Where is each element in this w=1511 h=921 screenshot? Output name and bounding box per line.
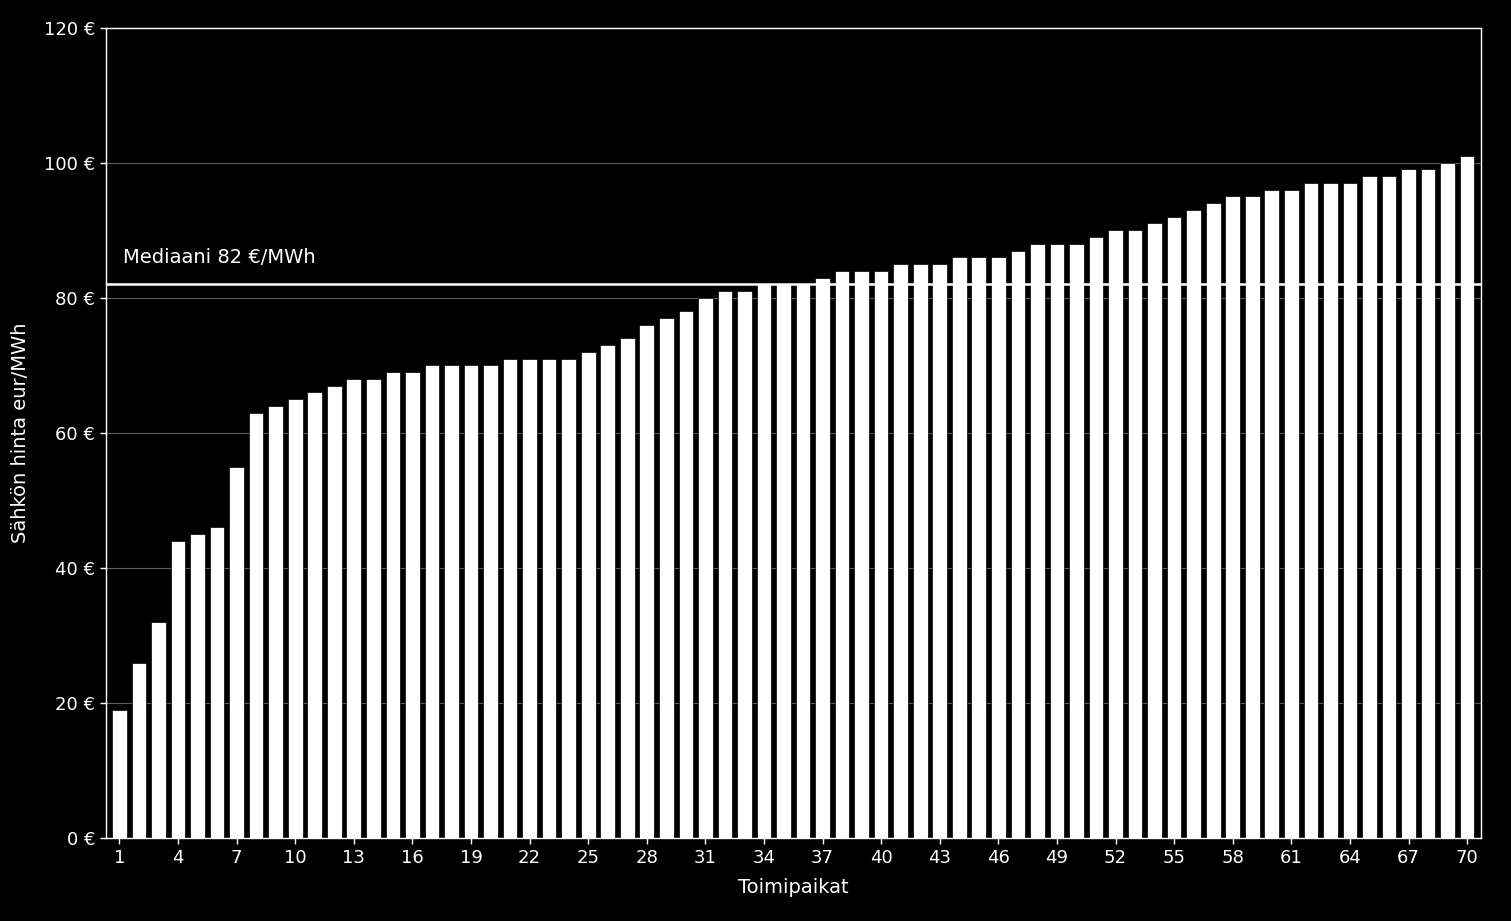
Bar	[542, 358, 556, 838]
Bar	[307, 392, 322, 838]
Bar	[269, 406, 283, 838]
Y-axis label: Sähkön hinta eur/MWh: Sähkön hinta eur/MWh	[11, 322, 30, 543]
Bar	[854, 271, 869, 838]
Bar	[1245, 196, 1260, 838]
Bar	[639, 325, 654, 838]
Bar	[580, 352, 595, 838]
Bar	[991, 257, 1006, 838]
Bar	[893, 264, 908, 838]
Bar	[1343, 183, 1357, 838]
Bar	[1050, 244, 1064, 838]
Bar	[503, 358, 517, 838]
Bar	[289, 399, 302, 838]
Bar	[171, 541, 186, 838]
Bar	[1166, 216, 1182, 838]
Bar	[659, 318, 674, 838]
Bar	[1147, 224, 1162, 838]
Bar	[1031, 244, 1044, 838]
X-axis label: Toimipaikat: Toimipaikat	[737, 878, 849, 897]
Bar	[1304, 183, 1318, 838]
Bar	[112, 710, 127, 838]
Bar	[737, 291, 752, 838]
Bar	[1381, 176, 1396, 838]
Bar	[1011, 251, 1024, 838]
Bar	[1361, 176, 1377, 838]
Bar	[326, 386, 341, 838]
Bar	[816, 277, 830, 838]
Bar	[366, 379, 381, 838]
Bar	[249, 413, 263, 838]
Bar	[757, 285, 771, 838]
Bar	[1440, 163, 1455, 838]
Bar	[620, 338, 635, 838]
Bar	[1070, 244, 1083, 838]
Bar	[1460, 156, 1475, 838]
Bar	[913, 264, 928, 838]
Bar	[1127, 230, 1142, 838]
Bar	[718, 291, 733, 838]
Bar	[873, 271, 888, 838]
Bar	[1265, 190, 1280, 838]
Bar	[562, 358, 576, 838]
Bar	[210, 528, 225, 838]
Bar	[972, 257, 987, 838]
Bar	[678, 311, 694, 838]
Bar	[952, 257, 967, 838]
Bar	[444, 366, 459, 838]
Bar	[425, 366, 440, 838]
Bar	[1420, 169, 1435, 838]
Bar	[151, 622, 166, 838]
Bar	[1089, 237, 1103, 838]
Bar	[1284, 190, 1298, 838]
Bar	[190, 534, 205, 838]
Bar	[834, 271, 849, 838]
Bar	[777, 285, 790, 838]
Bar	[230, 467, 243, 838]
Bar	[600, 345, 615, 838]
Bar	[1108, 230, 1123, 838]
Bar	[405, 372, 420, 838]
Bar	[796, 285, 810, 838]
Bar	[1186, 210, 1201, 838]
Bar	[1225, 196, 1241, 838]
Bar	[346, 379, 361, 838]
Bar	[523, 358, 536, 838]
Bar	[464, 366, 479, 838]
Bar	[698, 297, 713, 838]
Bar	[1206, 204, 1221, 838]
Bar	[385, 372, 400, 838]
Bar	[1401, 169, 1416, 838]
Text: Mediaani 82 €/MWh: Mediaani 82 €/MWh	[124, 249, 316, 267]
Bar	[932, 264, 947, 838]
Bar	[131, 662, 147, 838]
Bar	[1324, 183, 1337, 838]
Bar	[484, 366, 497, 838]
